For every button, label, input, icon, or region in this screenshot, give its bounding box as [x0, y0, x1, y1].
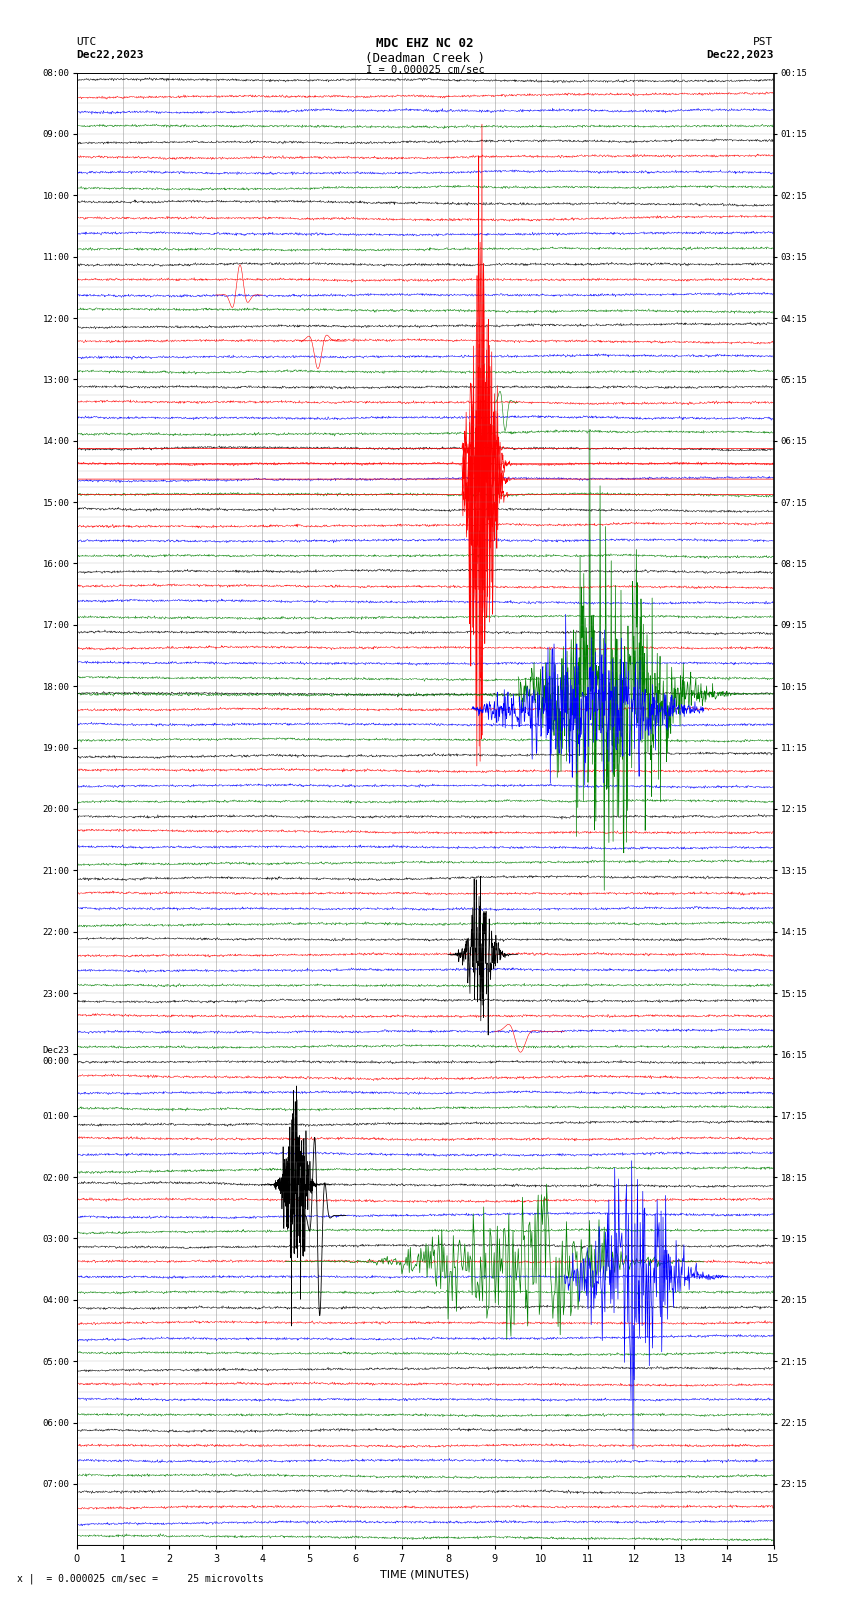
Text: I = 0.000025 cm/sec: I = 0.000025 cm/sec	[366, 65, 484, 74]
Text: MDC EHZ NC 02: MDC EHZ NC 02	[377, 37, 473, 50]
Text: PST: PST	[753, 37, 774, 47]
Text: UTC: UTC	[76, 37, 97, 47]
X-axis label: TIME (MINUTES): TIME (MINUTES)	[381, 1569, 469, 1579]
Text: Dec22,2023: Dec22,2023	[706, 50, 774, 60]
Text: (Deadman Creek ): (Deadman Creek )	[365, 52, 485, 65]
Text: Dec22,2023: Dec22,2023	[76, 50, 144, 60]
Text: x |  = 0.000025 cm/sec =     25 microvolts: x | = 0.000025 cm/sec = 25 microvolts	[17, 1573, 264, 1584]
